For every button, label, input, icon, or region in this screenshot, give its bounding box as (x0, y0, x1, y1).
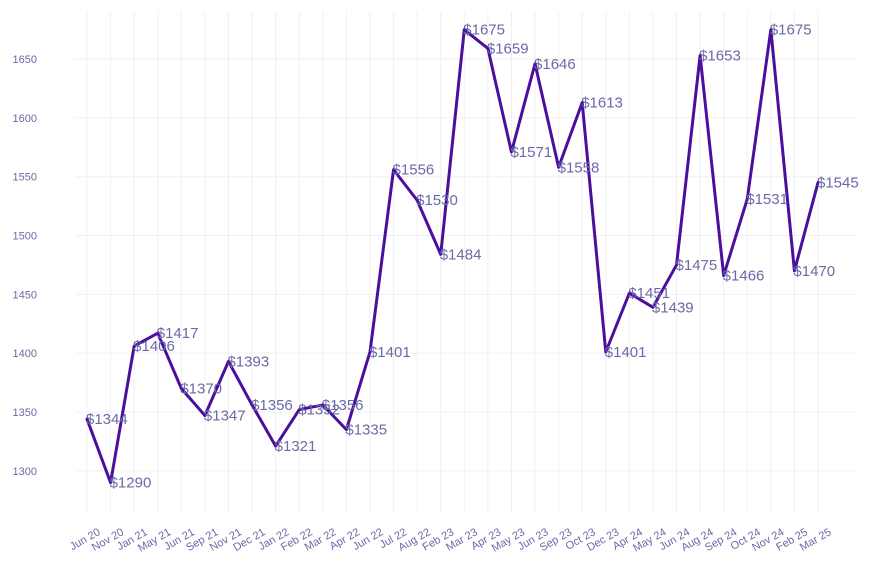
data-label: $1401 (369, 344, 411, 361)
data-label: $1531 (746, 191, 788, 208)
vertical-gridlines (86, 12, 819, 512)
data-label: $1470 (793, 263, 835, 280)
data-label: $1321 (275, 438, 317, 455)
data-label: $1659 (487, 40, 529, 57)
horizontal-gridlines (75, 58, 858, 472)
data-labels: $1344 $1290 $1406$1417 $1370 $1347 $1393 $1356… (86, 22, 859, 492)
data-label: $1352 (298, 402, 340, 419)
data-label: $1401 (605, 344, 647, 361)
data-label: $1356 (251, 397, 293, 414)
y-tick-label: 1300 (13, 466, 37, 478)
series-line (85, 28, 820, 485)
data-label: $1558 (558, 159, 600, 176)
data-label: $1675 (463, 22, 505, 39)
y-tick-label: 1350 (13, 407, 37, 419)
y-tick-label: 1650 (13, 54, 37, 66)
data-label: $1530 (416, 192, 458, 209)
y-tick-label: 1600 (13, 113, 37, 125)
data-label: $1439 (652, 299, 694, 316)
data-label: $1290 (110, 475, 152, 492)
data-label: $1675 (770, 22, 812, 39)
data-label: $1370 (180, 380, 222, 397)
data-label: $1393 (227, 353, 269, 370)
y-tick-label: 1400 (13, 348, 37, 360)
data-label: $1344 (86, 411, 128, 428)
y-axis-tick-labels: 1300 1350 1400 1450 1500 1550 1600 1650 (13, 54, 37, 478)
data-label: $1556 (393, 162, 435, 179)
data-label: $1466 (723, 268, 765, 285)
data-label: $1347 (204, 408, 246, 425)
data-label: $1653 (699, 48, 741, 65)
data-label: $1613 (581, 95, 623, 112)
y-tick-label: 1500 (13, 231, 37, 243)
data-label: $1545 (817, 175, 859, 192)
data-label: $1475 (676, 257, 718, 274)
data-label: $1484 (440, 246, 482, 263)
data-label: $1451 (628, 285, 670, 302)
data-label: $1646 (534, 56, 576, 73)
data-label: $1406 (133, 338, 175, 355)
y-tick-label: 1550 (13, 172, 37, 184)
data-label: $1356 (322, 397, 364, 414)
data-label: $1335 (345, 422, 387, 439)
data-label: $1417 (157, 325, 199, 342)
data-label: $1571 (510, 144, 552, 161)
y-tick-label: 1450 (13, 289, 37, 301)
